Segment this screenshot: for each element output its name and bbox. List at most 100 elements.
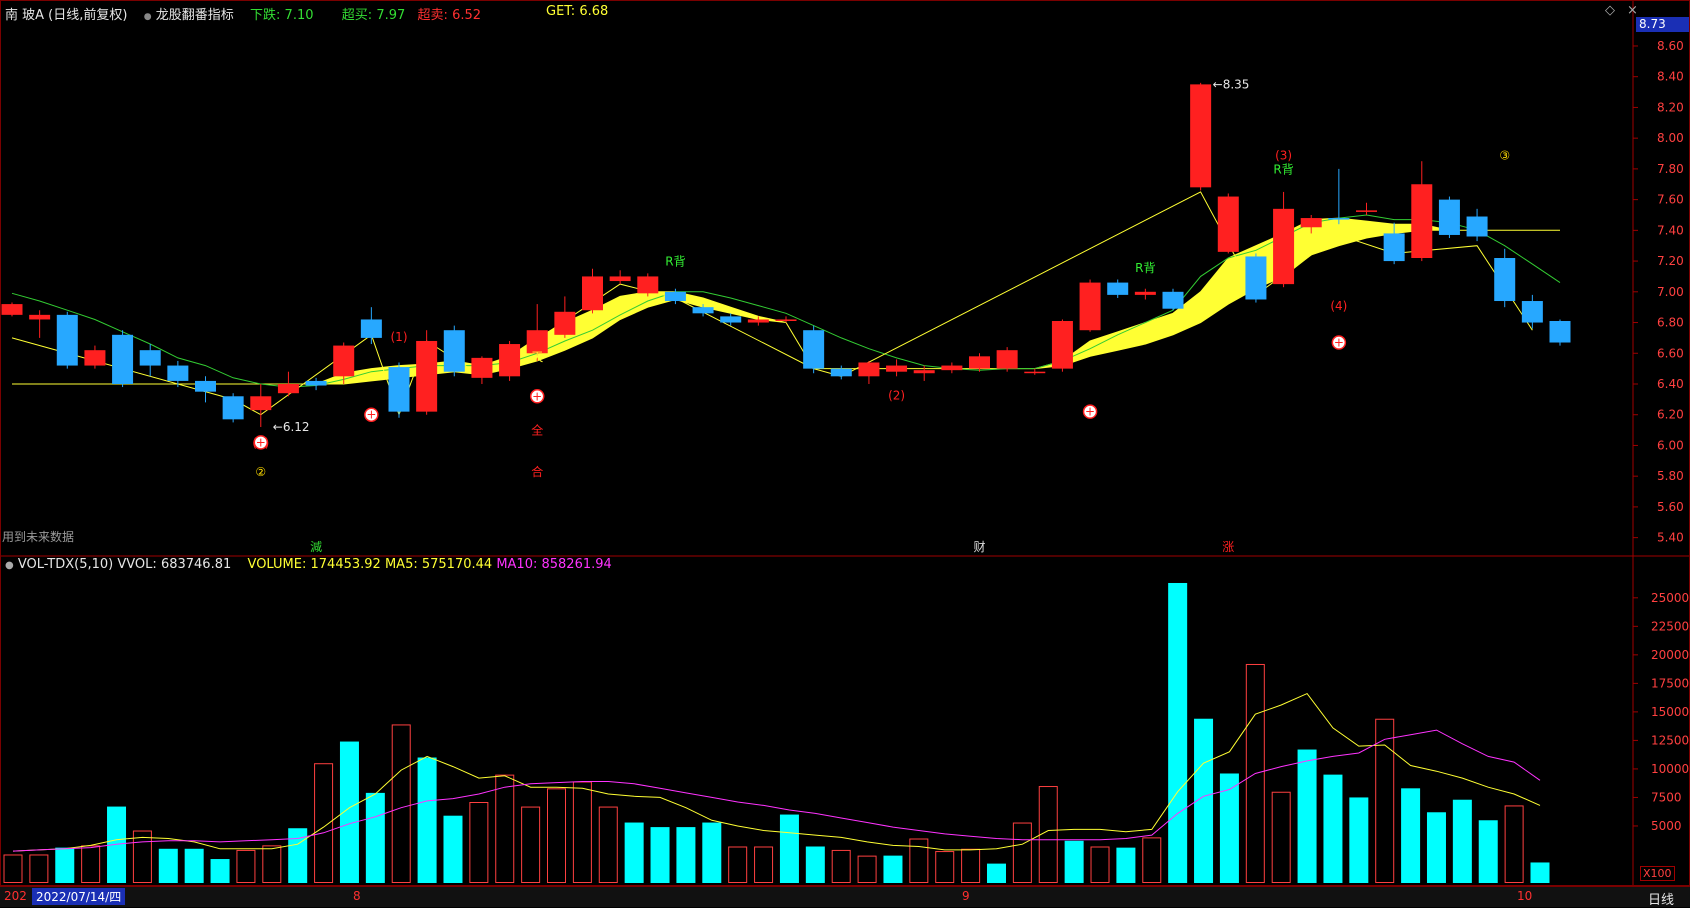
volume-tick-label-0: 5000 [1651, 819, 1682, 833]
future-data-note: 用到未来数据 [2, 530, 75, 544]
month-label-9: 9 [962, 889, 970, 903]
volume-bar-42 [1090, 846, 1110, 883]
plus-mark-1 [364, 407, 379, 422]
volume-bar-31 [805, 846, 825, 883]
volume-bar-2 [55, 847, 75, 883]
price-tick-label-3: 6.00 [1657, 438, 1684, 452]
volume-bar-48 [1245, 663, 1265, 883]
candle-body-24 [664, 291, 686, 302]
candle-body-42 [1162, 291, 1184, 309]
ma5-label: MA5: [384, 557, 418, 572]
signal-mark-9: (3) [1275, 149, 1292, 163]
candle-body-8 [222, 396, 244, 420]
signal-mark-8: R背 [1135, 261, 1155, 275]
volume-bar-46 [1194, 718, 1214, 883]
volume-bar-15 [391, 724, 411, 883]
volume-indicator-name[interactable]: VOL-TDX(5,10) [17, 557, 114, 572]
candle-body-16 [443, 330, 465, 372]
volume-tick-label-6: 20000 [1651, 648, 1689, 662]
price-tick-label-14: 8.20 [1657, 100, 1684, 114]
candle-body-47 [1300, 218, 1322, 228]
candle-body-27 [747, 319, 769, 323]
candle-body-25 [692, 307, 714, 314]
volume-bar-21 [547, 788, 567, 884]
volume-tick-label-8: 25000 [1651, 591, 1689, 605]
signal-mark-0: ② [255, 465, 266, 479]
plus-mark-glyph-1: + [366, 408, 376, 422]
candle-body-32 [886, 365, 908, 372]
close-icon[interactable]: × [1627, 3, 1638, 18]
candle-body-10 [277, 383, 299, 394]
under-label-2: 涨 [1222, 539, 1234, 554]
volume-bar-33 [857, 855, 877, 883]
oversell-value: 6.52 [452, 8, 482, 23]
volume-bar-6 [158, 848, 178, 883]
signal-mark-7: (2) [888, 388, 905, 402]
volume-bar-25 [650, 827, 670, 883]
candle-body-54 [1494, 258, 1516, 302]
volume-bar-29 [754, 846, 774, 883]
volume-bar-26 [676, 827, 696, 883]
volume-bar-5 [132, 830, 152, 884]
period-tab[interactable]: 日线 [1648, 893, 1675, 908]
candle-body-38 [1051, 320, 1073, 369]
diamond-icon[interactable]: ◇ [1605, 3, 1615, 18]
candle-body-40 [1107, 282, 1129, 295]
candle-body-2 [56, 314, 78, 366]
indicator-dot-icon: ● [143, 12, 152, 22]
volume-bar-59 [1530, 862, 1550, 883]
candle-body-39 [1079, 282, 1101, 331]
candle-body-28 [775, 319, 797, 321]
indicator-name[interactable]: 龙股翻番指标 [155, 8, 234, 23]
candle-body-29 [803, 330, 825, 369]
volume-tick-label-4: 15000 [1651, 705, 1689, 719]
candle-body-0 [1, 304, 23, 315]
candle-body-51 [1411, 184, 1433, 259]
volume-collapse-icon[interactable]: ● [5, 560, 14, 571]
get-value: 6.68 [579, 4, 609, 19]
volume-bar-9 [236, 849, 256, 883]
volume-bar-22 [572, 781, 592, 883]
volume-bar-45 [1168, 582, 1188, 883]
signal-mark-5: 合 [531, 464, 543, 479]
price-tick-label-6: 6.60 [1657, 346, 1684, 360]
stock-name[interactable]: 南 玻A (日线,前复权) [5, 8, 128, 23]
volume-bar-11 [288, 828, 308, 883]
signal-mark-6: R背 [665, 255, 685, 269]
candle-body-18 [499, 344, 521, 377]
volume-bar-8 [210, 859, 230, 883]
signal-mark-3: 天 [531, 350, 543, 364]
candle-body-11 [305, 380, 327, 386]
volume-tick-label-5: 17500 [1651, 676, 1689, 690]
candle-body-6 [167, 365, 189, 381]
candle-body-49 [1356, 210, 1377, 212]
candle-body-50 [1383, 233, 1405, 262]
candle-body-5 [139, 350, 161, 366]
volume-bar-0 [3, 854, 23, 884]
volume-bar-4 [107, 806, 127, 883]
candle-body-30 [830, 368, 852, 377]
volume-tick-label-1: 7500 [1651, 790, 1682, 804]
price-tick-label-16: 8.60 [1657, 39, 1684, 53]
down-value: 7.10 [284, 8, 314, 23]
candle-body-31 [858, 362, 880, 377]
overbuy-label: 超买: [341, 8, 373, 23]
month-label-10: 10 [1517, 889, 1533, 903]
price-tick-label-7: 6.80 [1657, 316, 1684, 330]
volume-label: VOLUME: [247, 557, 307, 572]
candle-body-48 [1328, 218, 1350, 220]
chart-header: 南 玻A (日线,前复权) ● 龙股翻番指标 下跌: 7.10 超买: 7.97… [5, 4, 482, 23]
volume-bar-16 [417, 757, 437, 883]
volume-bar-19 [495, 774, 515, 884]
volume-bar-7 [184, 848, 204, 883]
price-tick-label-4: 6.20 [1657, 408, 1684, 422]
volume-bar-54 [1401, 788, 1421, 883]
candle-body-36 [996, 350, 1018, 369]
plus-mark-3 [1082, 404, 1098, 419]
volume-tick-label-7: 22500 [1651, 619, 1689, 633]
price-tick-label-9: 7.20 [1657, 254, 1684, 268]
price-tick-label-5: 6.40 [1657, 377, 1684, 391]
down-label: 下跌: [250, 8, 281, 23]
